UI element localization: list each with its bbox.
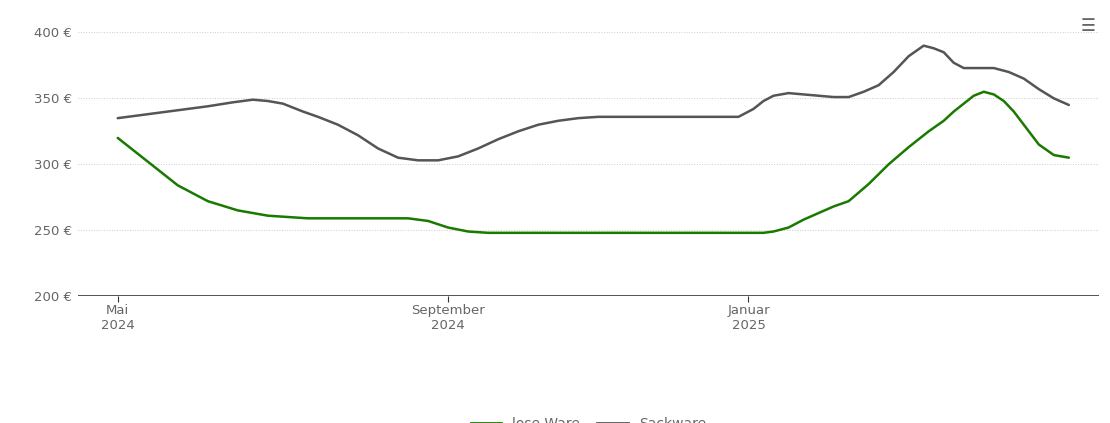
Legend: lose Ware, Sackware: lose Ware, Sackware bbox=[465, 412, 712, 423]
Text: ☰: ☰ bbox=[1081, 17, 1096, 35]
